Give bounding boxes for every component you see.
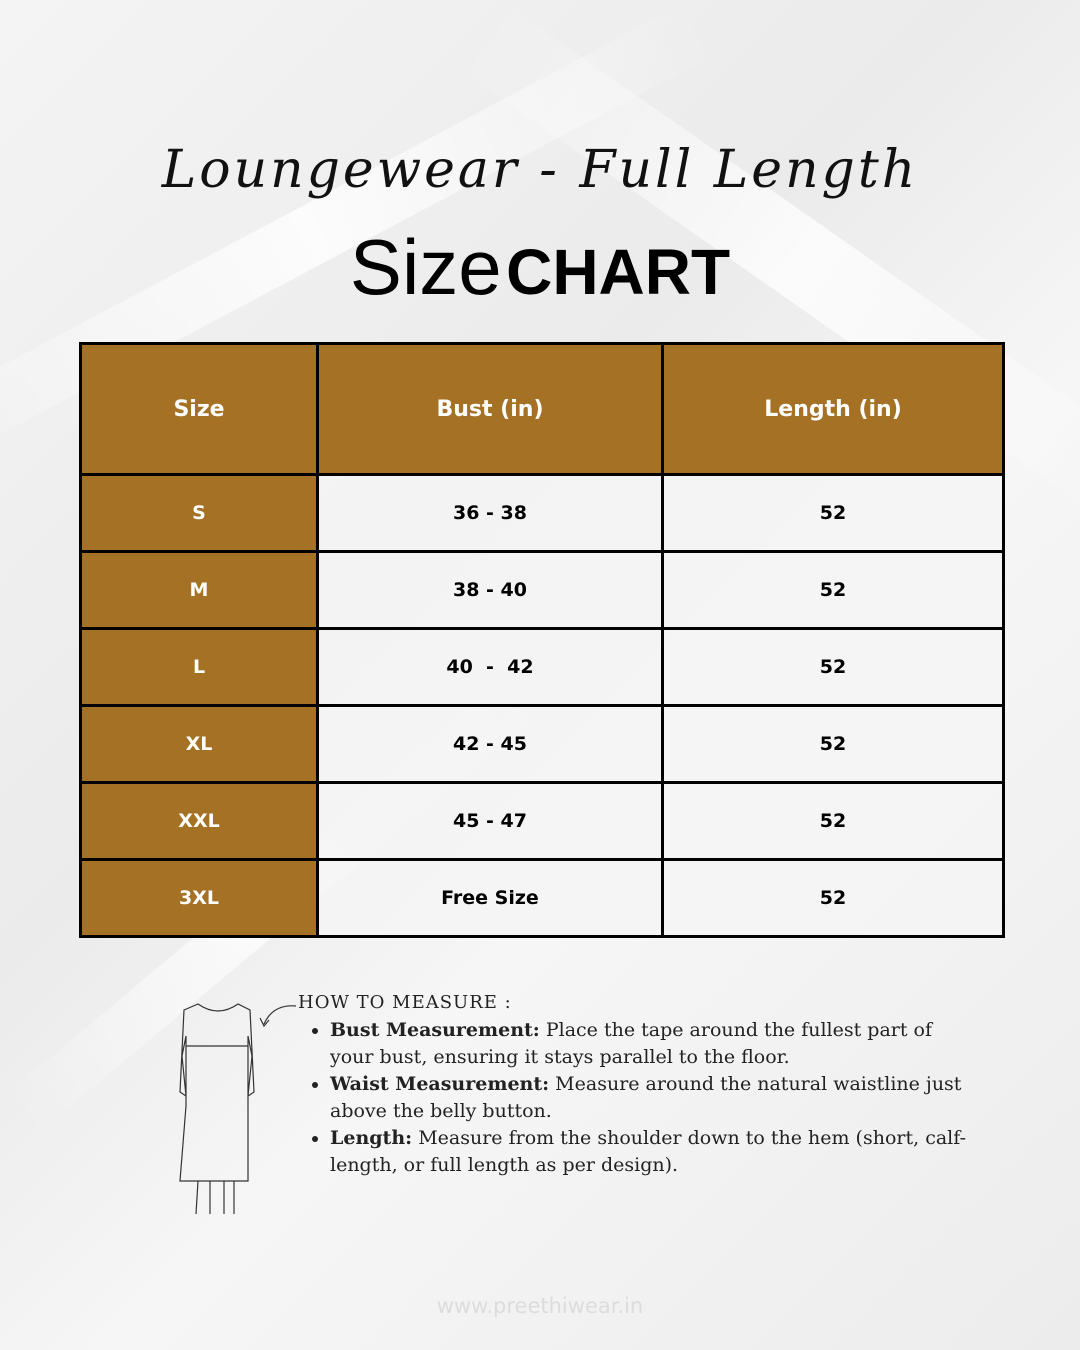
cell-size: S xyxy=(79,473,319,553)
cell-length: 52 xyxy=(661,781,1005,861)
cell-bust: 42 - 45 xyxy=(316,704,664,784)
how-to-measure: HOW TO MEASURE : Bust Measurement: Place… xyxy=(298,992,970,1179)
table-row: L 40 - 42 52 xyxy=(79,627,1005,707)
cell-bust: Free Size xyxy=(316,858,664,938)
measure-text: Measure around the natural waistline jus… xyxy=(330,1073,962,1122)
cell-bust: 36 - 38 xyxy=(316,473,664,553)
measure-item: Waist Measurement: Measure around the na… xyxy=(330,1071,970,1125)
table-row: XXL 45 - 47 52 xyxy=(79,781,1005,861)
cell-size: XL xyxy=(79,704,319,784)
measure-item: Bust Measurement: Place the tape around … xyxy=(330,1017,970,1071)
cell-length: 52 xyxy=(661,627,1005,707)
cell-bust: 38 - 40 xyxy=(316,550,664,630)
how-to-measure-heading: HOW TO MEASURE : xyxy=(298,992,512,1013)
cell-size: M xyxy=(79,550,319,630)
table-row: 3XL Free Size 52 xyxy=(79,858,1005,938)
measure-label: Length: xyxy=(330,1127,413,1149)
page-title: Size CHART xyxy=(0,222,1080,313)
cell-length: 52 xyxy=(661,550,1005,630)
table-row: M 38 - 40 52 xyxy=(79,550,1005,630)
size-table: Size Bust (in) Length (in) S 36 - 38 52 M 38… xyxy=(79,342,1005,938)
cell-length: 52 xyxy=(661,704,1005,784)
title-part2: CHART xyxy=(506,236,731,308)
header-size: Size xyxy=(79,342,319,476)
table-header-row: Size Bust (in) Length (in) xyxy=(79,342,1005,476)
cell-length: 52 xyxy=(661,473,1005,553)
table-row: S 36 - 38 52 xyxy=(79,473,1005,553)
title-part1: Size xyxy=(349,223,502,311)
subtitle: Loungewear - Full Length xyxy=(161,140,919,200)
cell-size: L xyxy=(79,627,319,707)
cell-bust: 45 - 47 xyxy=(316,781,664,861)
measure-label: Waist Measurement: xyxy=(330,1073,550,1095)
table-row: XL 42 - 45 52 xyxy=(79,704,1005,784)
cell-size: 3XL xyxy=(79,858,319,938)
header-bust: Bust (in) xyxy=(316,342,664,476)
dress-outline-icon xyxy=(179,1003,297,1215)
measure-text: Place the tape around the fullest part o… xyxy=(330,1019,933,1068)
measure-label: Bust Measurement: xyxy=(330,1019,540,1041)
measure-item: Length: Measure from the shoulder down t… xyxy=(330,1125,970,1179)
measure-text: Measure from the shoulder down to the he… xyxy=(330,1127,967,1176)
cell-size: XXL xyxy=(79,781,319,861)
curved-arrow-icon xyxy=(263,1005,297,1025)
cell-length: 52 xyxy=(661,858,1005,938)
header-length: Length (in) xyxy=(661,342,1005,476)
cell-bust: 40 - 42 xyxy=(316,627,664,707)
website-url: www.preethiwear.in xyxy=(436,1294,644,1318)
